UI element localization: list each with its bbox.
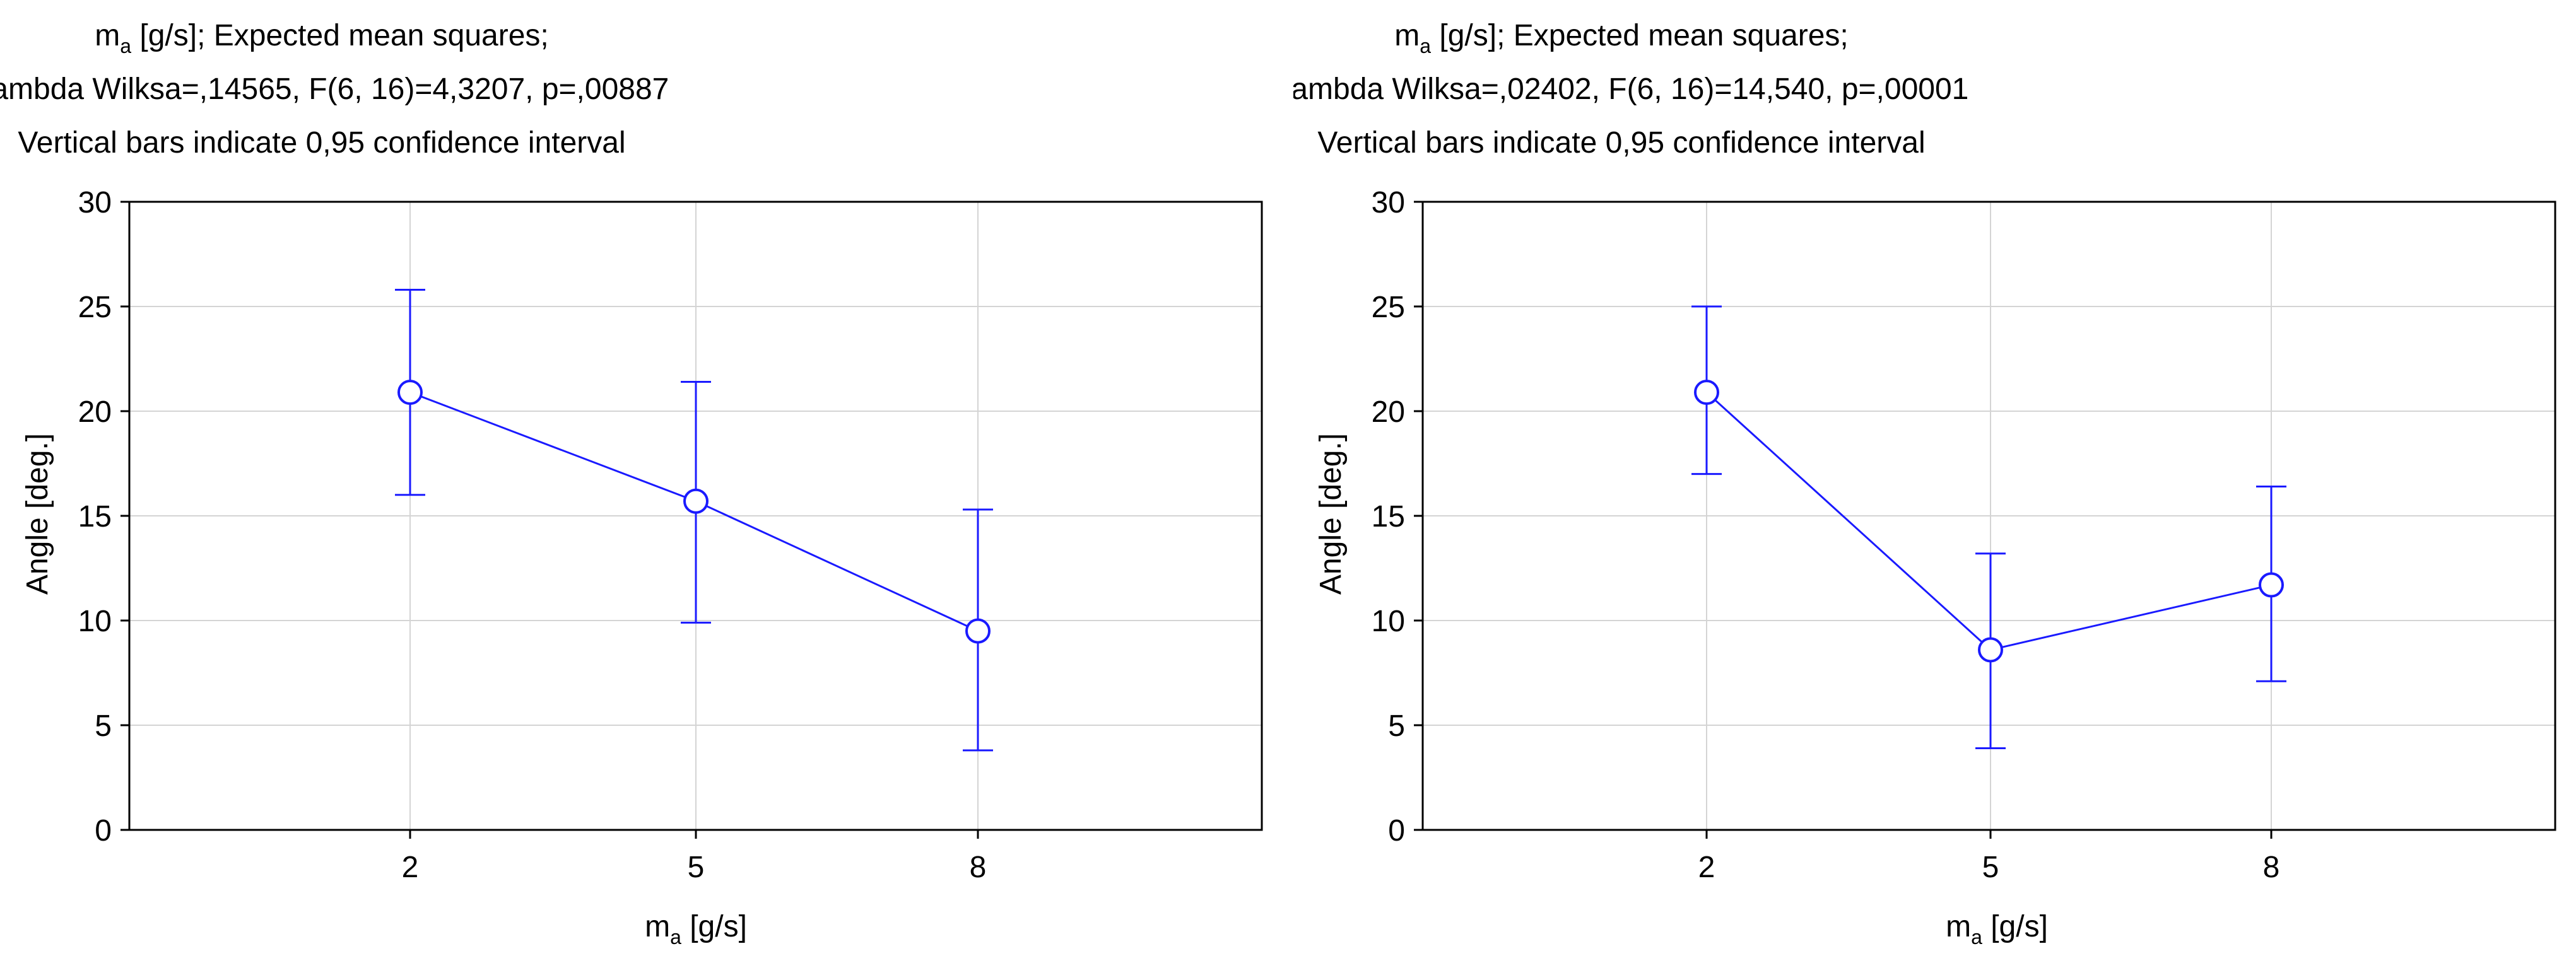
chart-title-line-1: ma [g/s]; Expected mean squares; (95, 19, 548, 57)
y-axis-label: Angle [deg.] (1314, 433, 1348, 595)
title-m-sub: a (120, 35, 131, 57)
x-tick-label: 5 (1982, 851, 1999, 884)
x-axis-label: ma [g/s] (1946, 910, 2048, 948)
title-line-1-rest: ; Expected mean squares; (1497, 19, 1849, 52)
x-tick-label: 8 (2263, 851, 2280, 884)
y-tick-label: 30 (1372, 186, 1405, 219)
data-point (397, 380, 423, 405)
y-tick-label: 30 (78, 186, 112, 219)
data-point (2259, 572, 2284, 598)
x-tick-label: 2 (1698, 851, 1715, 884)
chart-title-line-2: Lambda Wilksa=,02402, F(6, 16)=14,540, p… (1293, 73, 1968, 106)
title-unit: [g/s] (131, 19, 197, 52)
data-point (1978, 637, 2003, 663)
xlabel-m-base: m (1946, 910, 1971, 943)
plot-frame (128, 201, 1263, 831)
y-axis-label: Angle [deg.] (21, 433, 54, 595)
y-tick-label: 25 (1372, 291, 1405, 324)
x-tick-label: 5 (688, 851, 705, 884)
y-tick-label: 10 (1372, 605, 1405, 638)
chart-left: ma [g/s]; Expected mean squares; Lambda … (0, 0, 1288, 965)
xlabel-unit: [g/s] (681, 910, 747, 943)
y-tick-label: 25 (78, 291, 112, 324)
title-unit: [g/s] (1431, 19, 1497, 52)
xlabel-unit: [g/s] (1982, 910, 2048, 943)
plot-frame (1421, 201, 2556, 831)
xlabel-m-sub: a (1971, 926, 1982, 948)
y-tick-label: 5 (1388, 709, 1405, 743)
x-tick-label: 8 (970, 851, 987, 884)
xlabel-m-base: m (645, 910, 670, 943)
title-m-base: m (1394, 19, 1420, 52)
data-point (1694, 380, 1719, 405)
chart-right-svg: ma [g/s]; Expected mean squares; Lambda … (1274, 19, 2556, 948)
y-tick-label: 15 (78, 500, 112, 534)
chart-title-line-3: Vertical bars indicate 0,95 confidence i… (1317, 126, 1925, 160)
chart-right: ma [g/s]; Expected mean squares; Lambda … (1274, 0, 2576, 965)
x-axis-label: ma [g/s] (645, 910, 747, 948)
y-tick-label: 20 (1372, 395, 1405, 429)
y-tick-label: 15 (1372, 500, 1405, 534)
y-tick-label: 20 (78, 395, 112, 429)
title-m-sub: a (1420, 35, 1431, 57)
chart-title-line-2: Lambda Wilksa=,14565, F(6, 16)=4,3207, p… (0, 73, 669, 106)
y-tick-label: 10 (78, 605, 112, 638)
title-m-base: m (95, 19, 120, 52)
y-tick-label: 0 (95, 814, 112, 848)
chart-left-svg: ma [g/s]; Expected mean squares; Lambda … (0, 19, 1263, 948)
chart-title-line-3: Vertical bars indicate 0,95 confidence i… (18, 126, 625, 160)
y-tick-label: 5 (95, 709, 112, 743)
data-point (683, 488, 709, 514)
title-line-1-rest: ; Expected mean squares; (197, 19, 549, 52)
chart-title-line-1: ma [g/s]; Expected mean squares; (1394, 19, 1848, 57)
data-point (965, 618, 991, 644)
xlabel-m-sub: a (670, 926, 681, 948)
series-line (1705, 392, 2272, 651)
y-tick-label: 0 (1388, 814, 1405, 848)
x-tick-label: 2 (402, 851, 419, 884)
